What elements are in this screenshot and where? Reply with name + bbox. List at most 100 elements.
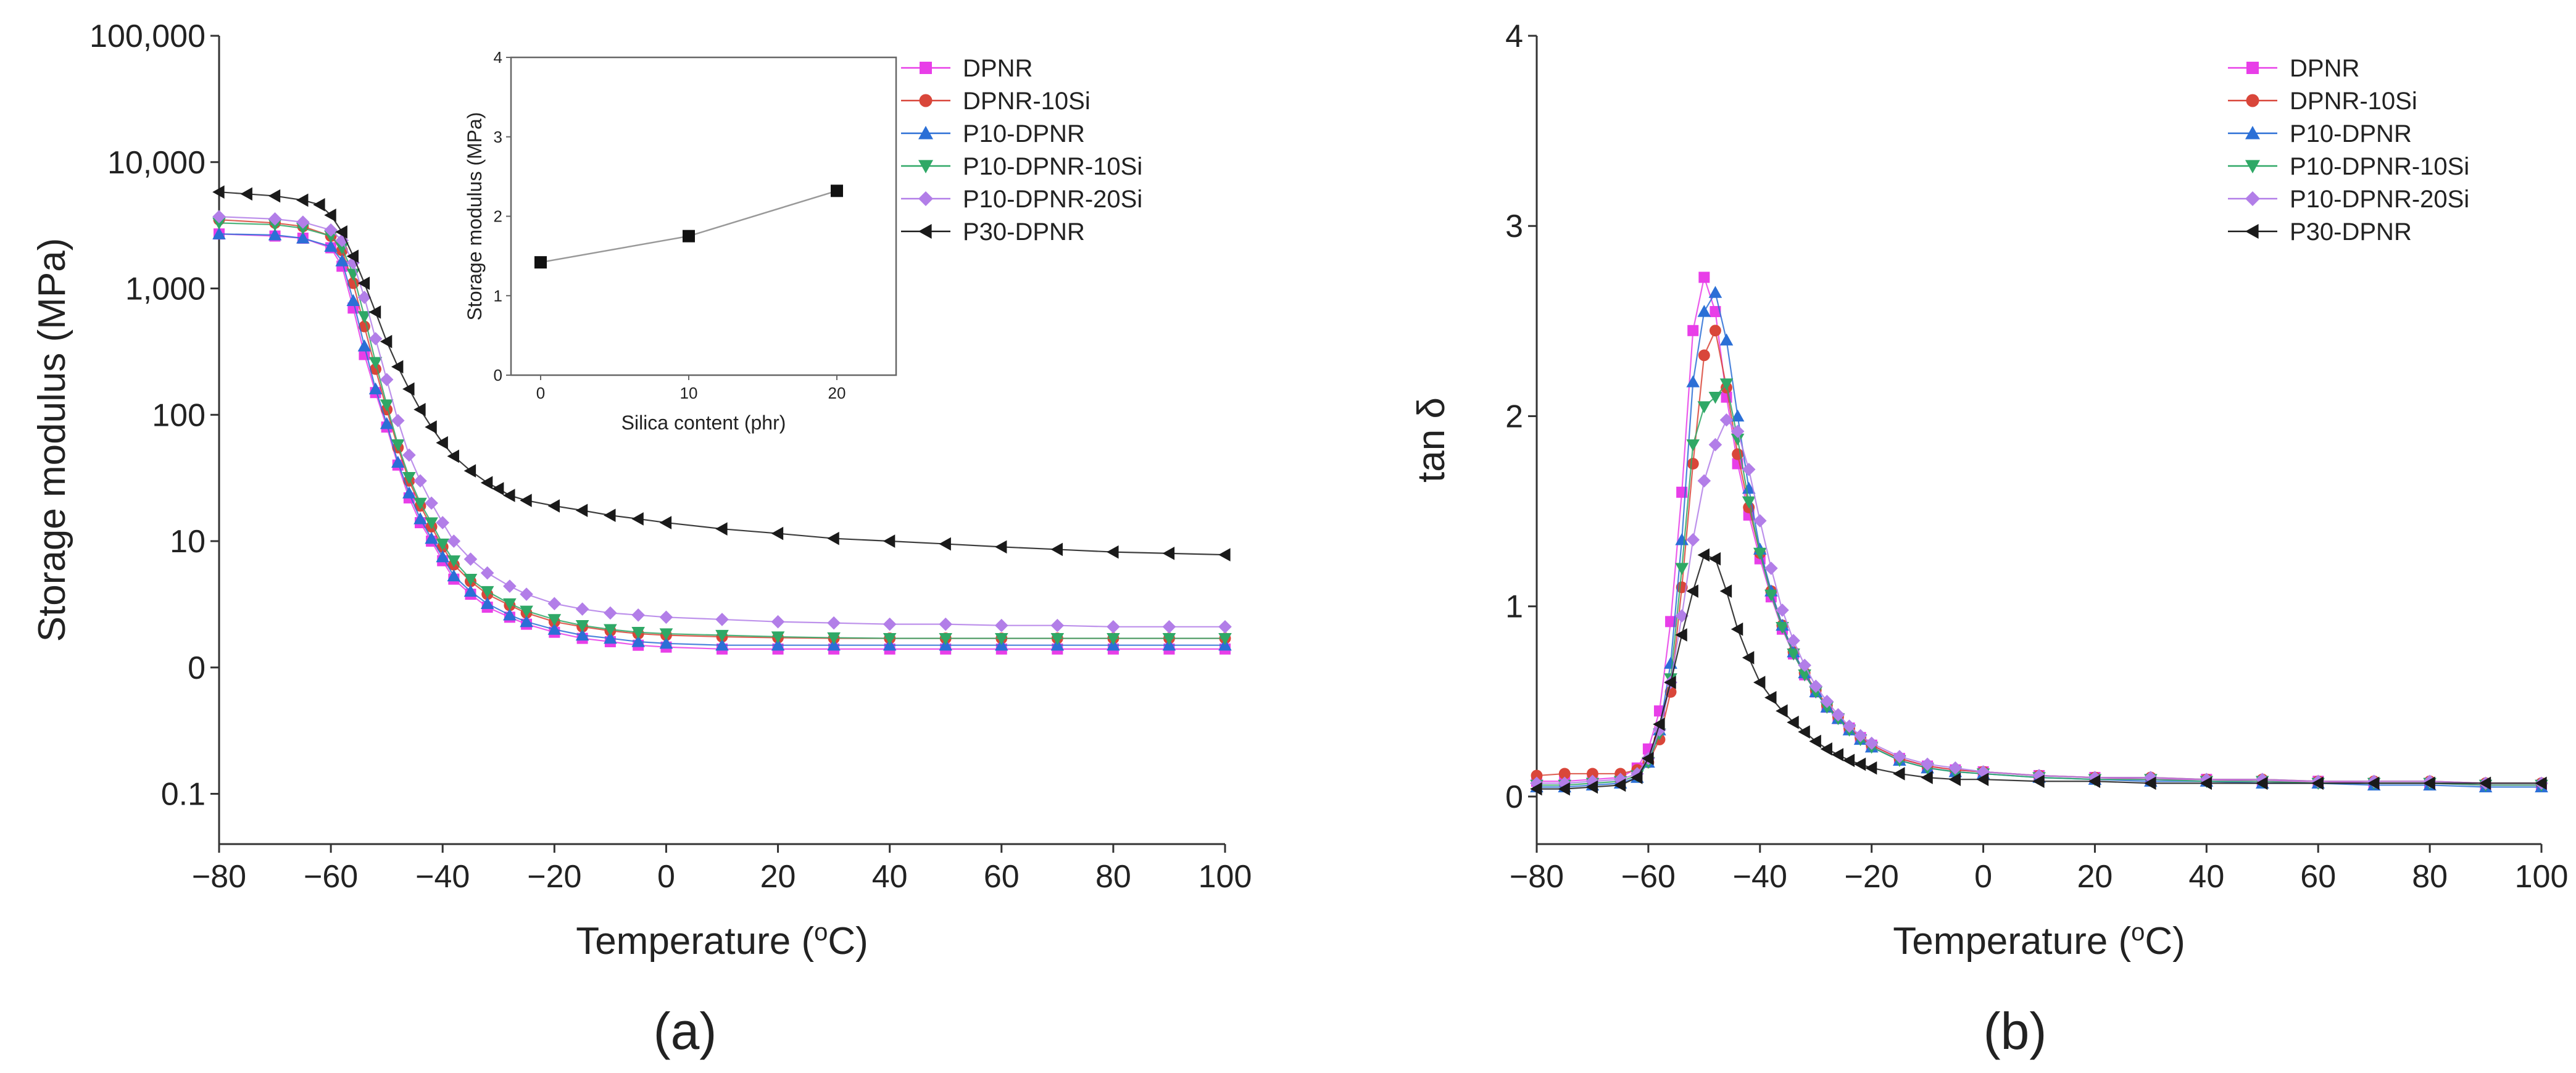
x-tick-label: 40 xyxy=(2188,859,2224,895)
legend-item-p10-dpnr: P10-DPNR xyxy=(901,120,1085,147)
y-tick-label: 4 xyxy=(1505,19,1523,54)
data-point xyxy=(1719,378,1734,391)
data-point xyxy=(1776,603,1789,617)
data-point xyxy=(1050,542,1063,557)
data-point xyxy=(368,357,383,370)
data-point xyxy=(1853,729,1868,743)
legend-marker xyxy=(2245,126,2260,139)
x-tick-label: 0 xyxy=(1974,859,1992,895)
data-point xyxy=(413,497,427,510)
data-point xyxy=(1218,548,1231,561)
data-point xyxy=(2255,776,2268,790)
data-point xyxy=(715,613,729,626)
data-point xyxy=(380,416,394,429)
data-point xyxy=(1764,561,1778,575)
data-point xyxy=(547,597,562,611)
legend-item-p30-dpnr: P30-DPNR xyxy=(2228,218,2412,246)
data-point xyxy=(1787,715,1799,729)
data-point xyxy=(503,598,517,611)
data-point xyxy=(380,373,394,386)
data-point xyxy=(212,185,225,199)
data-point xyxy=(1050,632,1065,645)
inset-y-tick-label: 4 xyxy=(494,48,502,67)
data-point xyxy=(547,623,562,635)
data-point xyxy=(1742,651,1755,665)
data-point xyxy=(631,627,645,639)
legend-item-p10-dpnr: P10-DPNR xyxy=(2228,120,2412,147)
data-point xyxy=(2144,771,2158,784)
data-point xyxy=(1708,286,1722,298)
data-point xyxy=(520,605,533,618)
x-tick-label: 20 xyxy=(760,859,796,895)
series-p10-dpnr xyxy=(1530,286,2548,793)
series-line xyxy=(1537,554,2541,790)
data-point xyxy=(463,464,476,478)
data-point xyxy=(1558,768,1571,780)
data-point xyxy=(883,534,895,548)
inset-y-tick-label: 3 xyxy=(494,128,502,146)
data-point xyxy=(335,254,349,267)
legend: DPNR DPNR-10Si P10-DPNR P10-DPNR-10Si P10-DP… xyxy=(901,55,1142,246)
series-line xyxy=(218,222,1225,639)
data-point xyxy=(1585,774,1600,789)
data-point xyxy=(1708,552,1721,566)
legend-item-dpnr-10si: DPNR-10Si xyxy=(2228,88,2417,115)
data-point xyxy=(425,420,437,434)
data-point xyxy=(1730,433,1745,446)
data-point xyxy=(335,242,349,255)
legend-marker xyxy=(2246,94,2259,107)
inset-y-tick-label: 1 xyxy=(494,286,502,305)
series-p10-dpnr-20si xyxy=(212,210,1232,634)
x-tick-label: 60 xyxy=(2300,859,2336,895)
data-point xyxy=(771,615,785,629)
data-point xyxy=(1050,618,1065,632)
series-line xyxy=(218,216,1225,628)
data-point xyxy=(212,227,226,239)
x-tick-label: 0 xyxy=(657,859,675,895)
data-point xyxy=(368,382,383,395)
inset-x-tick-label: 20 xyxy=(828,384,846,402)
y-tick-label: 10 xyxy=(170,524,206,560)
data-point xyxy=(1653,723,1666,737)
data-point xyxy=(413,512,427,524)
data-point xyxy=(1686,584,1698,598)
legend-label: P10-DPNR xyxy=(963,120,1085,147)
data-point xyxy=(1730,622,1743,636)
data-point xyxy=(425,496,438,510)
data-point xyxy=(1687,458,1699,470)
data-point xyxy=(402,448,416,462)
inset-x-tick-label: 0 xyxy=(536,384,545,402)
data-point xyxy=(1708,437,1722,452)
data-point xyxy=(313,198,325,212)
legend-item-p10-dpnr-10si: P10-DPNR-10Si xyxy=(2228,153,2469,180)
data-point xyxy=(357,276,370,290)
data-point xyxy=(2311,776,2324,790)
data-point xyxy=(1530,782,1542,796)
data-point xyxy=(357,291,372,304)
data-point xyxy=(491,482,504,495)
data-point xyxy=(771,638,785,651)
data-point xyxy=(1665,616,1677,628)
legend-label: P10-DPNR-20Si xyxy=(963,186,1142,213)
data-point xyxy=(402,486,416,499)
data-point xyxy=(1719,413,1734,427)
data-point xyxy=(939,537,951,551)
data-point xyxy=(994,540,1007,554)
data-point xyxy=(1107,545,1119,559)
x-axis-title: Temperature (oC) xyxy=(1893,919,2185,963)
data-point xyxy=(1976,773,1989,786)
data-point xyxy=(1776,704,1788,718)
data-point xyxy=(1893,750,1906,764)
data-point xyxy=(1558,782,1570,796)
data-point xyxy=(659,628,673,640)
data-point xyxy=(368,332,383,346)
data-point xyxy=(1613,778,1626,792)
data-point xyxy=(1708,392,1722,404)
data-point xyxy=(1948,761,1963,775)
legend: DPNR DPNR-10Si P10-DPNR P10-DPNR-10Si P10-DP… xyxy=(2228,55,2469,246)
data-point xyxy=(1787,648,1800,661)
data-point xyxy=(1218,632,1232,645)
data-point xyxy=(1642,752,1654,766)
data-point xyxy=(296,223,310,235)
data-point xyxy=(1820,742,1832,756)
